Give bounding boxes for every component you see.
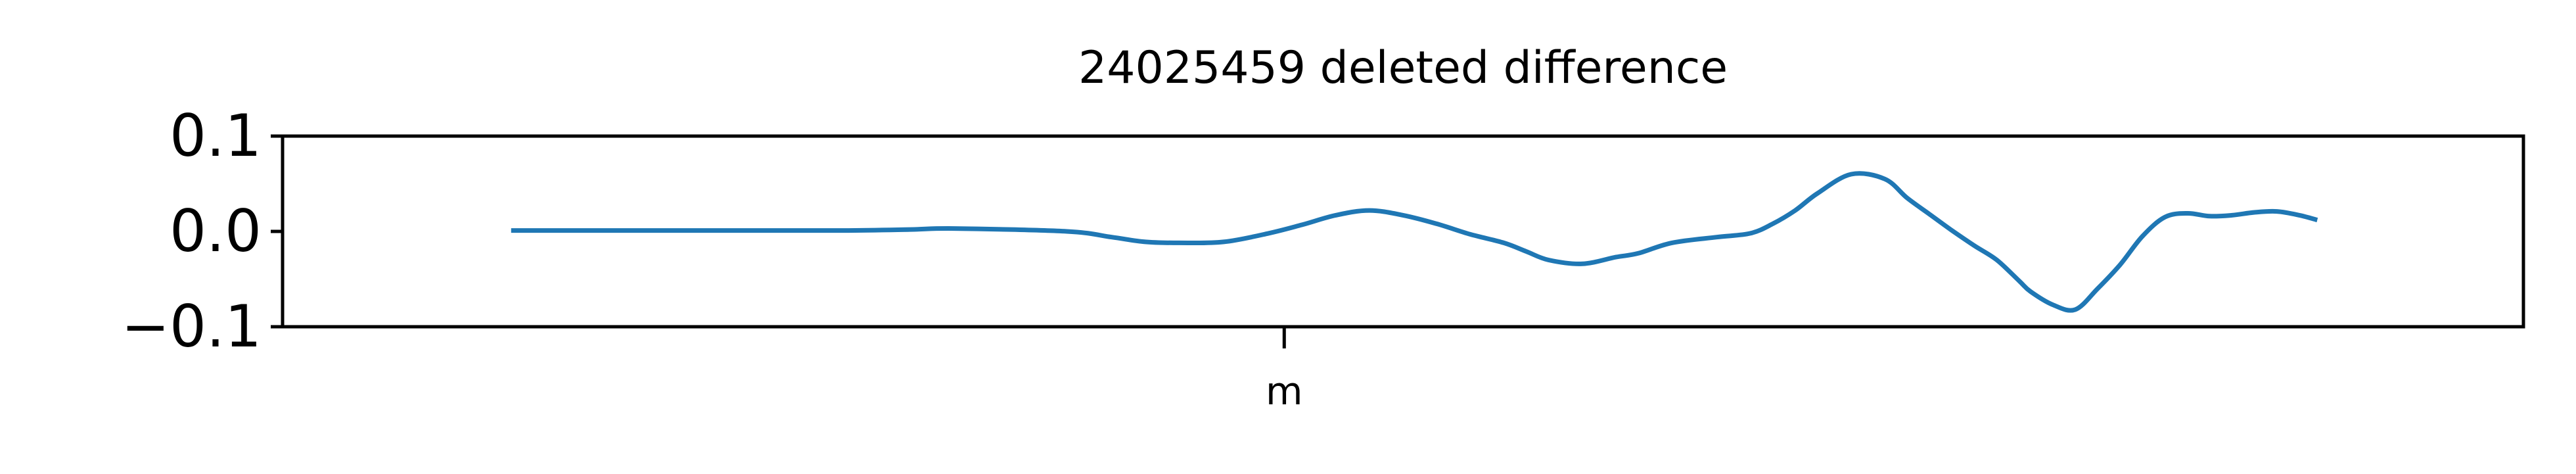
y-tick-label: −0.1	[121, 293, 262, 360]
series-line-0	[511, 171, 2318, 313]
x-tick-label: m	[1266, 369, 1303, 414]
y-axis: 0.1 0.0 −0.1	[121, 102, 283, 360]
chart-title: 24025459 deleted difference	[1078, 42, 1728, 94]
y-tick-label: 0.1	[170, 102, 262, 170]
y-tick-label: 0.0	[170, 197, 262, 265]
x-axis: m	[1266, 327, 1303, 414]
series-layer	[511, 171, 2318, 313]
